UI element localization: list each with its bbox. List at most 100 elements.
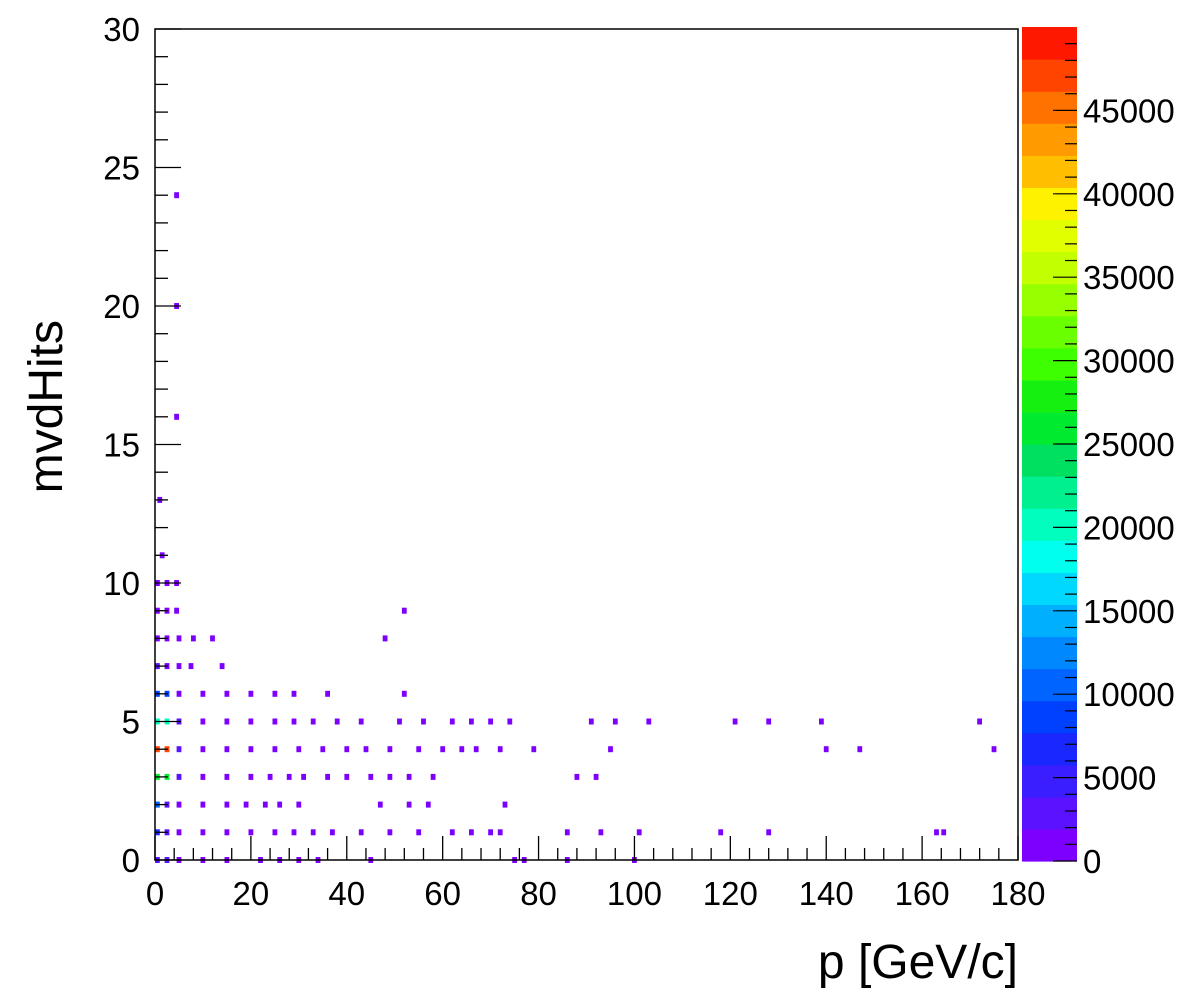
heatmap-cell [497, 746, 503, 753]
heatmap-cell [941, 829, 947, 836]
color-scale-swatch [1022, 123, 1077, 156]
heatmap-cell [991, 746, 997, 753]
heatmap-cell [387, 773, 393, 780]
heatmap-cell [531, 746, 537, 753]
color-scale-swatch [1022, 636, 1077, 670]
heatmap-cell [176, 829, 182, 836]
heatmap-cell [200, 773, 206, 780]
heatmap-cell [200, 746, 206, 753]
heatmap-cell [377, 801, 383, 808]
y-tick-label: 15 [103, 427, 140, 464]
heatmap-cell [176, 773, 182, 780]
color-scale-swatch [1022, 59, 1077, 92]
heatmap-cell [819, 718, 824, 725]
heatmap-cell [291, 690, 297, 697]
heatmap-cell [176, 663, 182, 670]
heatmap-cell [344, 773, 350, 780]
heatmap-cell [358, 718, 364, 725]
heatmap-cells [155, 192, 997, 863]
heatmap-cell [368, 773, 374, 780]
plot-frame [154, 28, 1019, 861]
y-tick-label: 0 [122, 842, 140, 879]
heatmap-cell [507, 718, 513, 725]
heatmap-cell [262, 801, 268, 808]
heatmap-cell [272, 746, 278, 753]
heatmap-cell [243, 801, 249, 808]
heatmap-cell [174, 413, 179, 420]
heatmap-cell [421, 718, 426, 725]
x-axis: 0 20 40 60 80 100 120 140 160 180 [146, 836, 1046, 912]
y-tick-label: 5 [122, 704, 140, 741]
heatmap-cell [310, 718, 316, 725]
color-scale-swatch [1022, 508, 1077, 541]
heatmap-cell [176, 801, 182, 808]
heatmap-cell [358, 829, 364, 836]
heatmap-cell [267, 773, 273, 780]
color-scale-swatch [1022, 540, 1077, 573]
heatmap-cell [363, 746, 369, 753]
heatmap-cell [200, 829, 206, 836]
heatmap-cell [219, 663, 225, 670]
heatmap-cell [488, 718, 493, 725]
heatmap-cell [210, 635, 215, 642]
heatmap-cell [286, 773, 292, 780]
heatmap-cell [612, 718, 618, 725]
z-tick-label: 15000 [1083, 593, 1175, 630]
heatmap-cell [502, 801, 508, 808]
heatmap-cell [272, 829, 278, 836]
x-tick-label: 100 [607, 875, 662, 912]
heatmap-cell [406, 773, 412, 780]
heatmap-cell [387, 746, 393, 753]
heatmap-cell [934, 829, 939, 836]
x-tick-label: 120 [703, 875, 758, 912]
heatmap-cell [564, 829, 570, 836]
heatmap-cell [174, 192, 179, 199]
z-tick-label: 20000 [1083, 509, 1175, 546]
heatmap-cell [200, 801, 206, 808]
color-scale-swatch [1022, 283, 1077, 317]
heatmap-cell [248, 773, 254, 780]
x-tick-label: 180 [990, 875, 1045, 912]
x-tick-label: 140 [799, 875, 854, 912]
heatmap-cell [291, 829, 297, 836]
heatmap-cell [176, 635, 182, 642]
heatmap-cell [248, 746, 254, 753]
heatmap-cell [459, 746, 465, 753]
heatmap-cell [387, 829, 393, 836]
heatmap-cell [272, 718, 278, 725]
heatmap-cell [646, 718, 652, 725]
heatmap-cell [382, 635, 388, 642]
heatmap-cell [401, 690, 407, 697]
heatmap-cell [310, 829, 316, 836]
heatmap-cell [440, 746, 446, 753]
color-scale-swatch [1022, 604, 1077, 638]
z-axis: 0 5000 10000 15000 20000 25000 30000 35000 40000… [1053, 43, 1175, 880]
heatmap-cell [593, 773, 599, 780]
color-scale-swatch [1022, 347, 1077, 381]
z-tick-label: 30000 [1083, 343, 1175, 380]
heatmap-cell [636, 829, 642, 836]
heatmap-cell [296, 801, 302, 808]
heatmap-cell [174, 607, 179, 614]
heatmap-cell [598, 829, 604, 836]
heatmap-cell [334, 718, 340, 725]
x-axis-title: p [GeV/c] [818, 936, 1018, 989]
heatmap-cell [425, 801, 431, 808]
color-scale-swatch [1022, 732, 1077, 766]
heatmap-cell [977, 718, 982, 725]
heatmap-cell [397, 718, 402, 725]
color-scale-swatch [1022, 91, 1077, 124]
heatmap-cell [416, 746, 422, 753]
color-scale-swatch [1022, 700, 1077, 734]
color-scale-swatch [1022, 219, 1077, 253]
heatmap-cell [473, 746, 479, 753]
heatmap-cell [416, 829, 422, 836]
heatmap-cell [248, 718, 254, 725]
color-scale-swatch [1022, 668, 1077, 702]
heatmap-cell [296, 746, 302, 753]
color-scale-swatch [1022, 187, 1077, 221]
color-scale-swatch [1022, 411, 1077, 445]
heatmap-cell [191, 635, 196, 642]
heatmap-cell [469, 829, 474, 836]
heatmap-cell [248, 690, 254, 697]
